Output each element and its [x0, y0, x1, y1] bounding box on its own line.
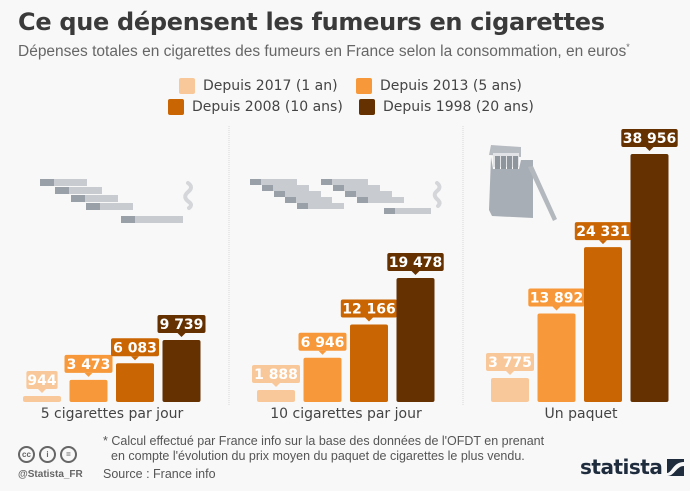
bar	[303, 357, 342, 402]
bar	[630, 154, 669, 402]
cigarettes-5-icon	[40, 179, 183, 223]
value-label-box	[26, 370, 58, 389]
legend-label: Depuis 2013 (5 ans)	[380, 78, 522, 94]
value-label-box	[252, 364, 300, 383]
footnote-line-1: * Calcul effectué par France info sur la…	[103, 434, 545, 448]
footnote: * Calcul effectué par France info sur la…	[103, 434, 544, 464]
value-label-pointer	[552, 306, 561, 311]
creative-commons-icon: cc	[18, 446, 35, 463]
group-label-paquet: Un paquet	[545, 406, 618, 422]
value-label: 12 166	[342, 302, 396, 318]
legend-label: Depuis 2008 (10 ans)	[192, 99, 343, 115]
value-label: 19 478	[389, 255, 443, 271]
value-label: 38 956	[623, 131, 677, 147]
cigarettes-10-icon	[250, 179, 431, 214]
value-label-box	[157, 315, 206, 333]
bar	[350, 324, 388, 402]
legend-item-2017: Depuis 2017 (1 an)	[179, 78, 338, 94]
value-label-box	[574, 222, 632, 241]
subtitle-text: Dépenses totales en cigarettes des fumeu…	[18, 43, 627, 61]
value-label-pointer	[599, 240, 607, 245]
bar	[491, 377, 529, 402]
value-label: 3 473	[67, 357, 111, 373]
value-label-box	[64, 354, 113, 373]
value-label-pointer	[411, 271, 420, 275]
value-label-box	[340, 299, 398, 318]
group-label-5-cigarettes: 5 cigarettes par jour	[41, 406, 184, 422]
value-label-pointer	[645, 147, 654, 151]
value-label: 1 888	[254, 367, 298, 383]
value-label-pointer	[84, 372, 93, 377]
bar	[116, 363, 154, 402]
chart-title: Ce que dépensent les fumeurs en cigarett…	[18, 8, 605, 36]
value-label-box	[528, 288, 585, 307]
attribution-icon: i	[39, 446, 56, 463]
bar	[69, 379, 108, 402]
legend-item-1998: Depuis 1998 (20 ans)	[359, 99, 534, 115]
legend-swatch	[168, 99, 184, 115]
statista-logo[interactable]: statista	[580, 455, 685, 479]
bar	[537, 313, 576, 402]
value-label: 944	[27, 373, 56, 389]
group-labels: 5 cigarettes par jour 10 cigarettes par …	[41, 406, 618, 422]
bar	[257, 389, 295, 402]
subtitle-footnote-marker: *	[626, 42, 630, 52]
legend-item-2013: Depuis 2013 (5 ans)	[356, 78, 522, 94]
value-label: 13 892	[530, 291, 584, 307]
legend-label: Depuis 2017 (1 an)	[203, 78, 338, 94]
value-label-box	[621, 129, 678, 147]
brand-name: statista	[580, 455, 663, 479]
social-handle: @Statista_FR	[18, 469, 83, 480]
value-label-pointer	[177, 333, 186, 337]
value-label: 24 331	[576, 224, 630, 240]
value-label-pointer	[131, 356, 139, 361]
smoke-icon	[432, 181, 442, 208]
cigarette-pack-icon	[489, 145, 557, 221]
footnote-line-2: en compte l'évolution du prix moyen du p…	[111, 449, 525, 463]
legend: Depuis 2017 (1 an) Depuis 2013 (5 ans) D…	[0, 76, 690, 122]
bar	[584, 247, 622, 402]
license-icons: cc i =	[18, 446, 77, 463]
legend-label: Depuis 1998 (20 ans)	[383, 99, 534, 115]
value-label-box	[111, 338, 159, 357]
group-label-10-cigarettes: 10 cigarettes par jour	[270, 406, 422, 422]
smoke-icon	[183, 181, 193, 210]
legend-swatch	[356, 78, 372, 94]
value-label-box	[387, 253, 444, 271]
value-label: 9 739	[160, 317, 204, 333]
value-label-box	[298, 332, 347, 351]
value-label-box	[486, 352, 534, 371]
legend-swatch	[179, 78, 195, 94]
value-label-pointer	[506, 370, 514, 375]
value-label-pointer	[318, 350, 327, 355]
source: Source : France info	[103, 467, 216, 481]
value-label-pointer	[38, 388, 46, 393]
no-derivatives-icon: =	[60, 446, 77, 463]
bar	[396, 278, 435, 402]
legend-item-2008: Depuis 2008 (10 ans)	[168, 99, 343, 115]
statista-logo-icon	[667, 458, 685, 476]
value-label: 6 083	[113, 340, 157, 356]
value-label-pointer	[272, 382, 280, 387]
value-label: 6 946	[301, 335, 345, 351]
legend-swatch	[359, 99, 375, 115]
chart-subtitle: Dépenses totales en cigarettes des fumeu…	[18, 42, 630, 61]
bar	[23, 395, 61, 402]
value-label-pointer	[365, 317, 373, 322]
bar	[162, 340, 201, 402]
value-label: 3 775	[488, 355, 532, 371]
